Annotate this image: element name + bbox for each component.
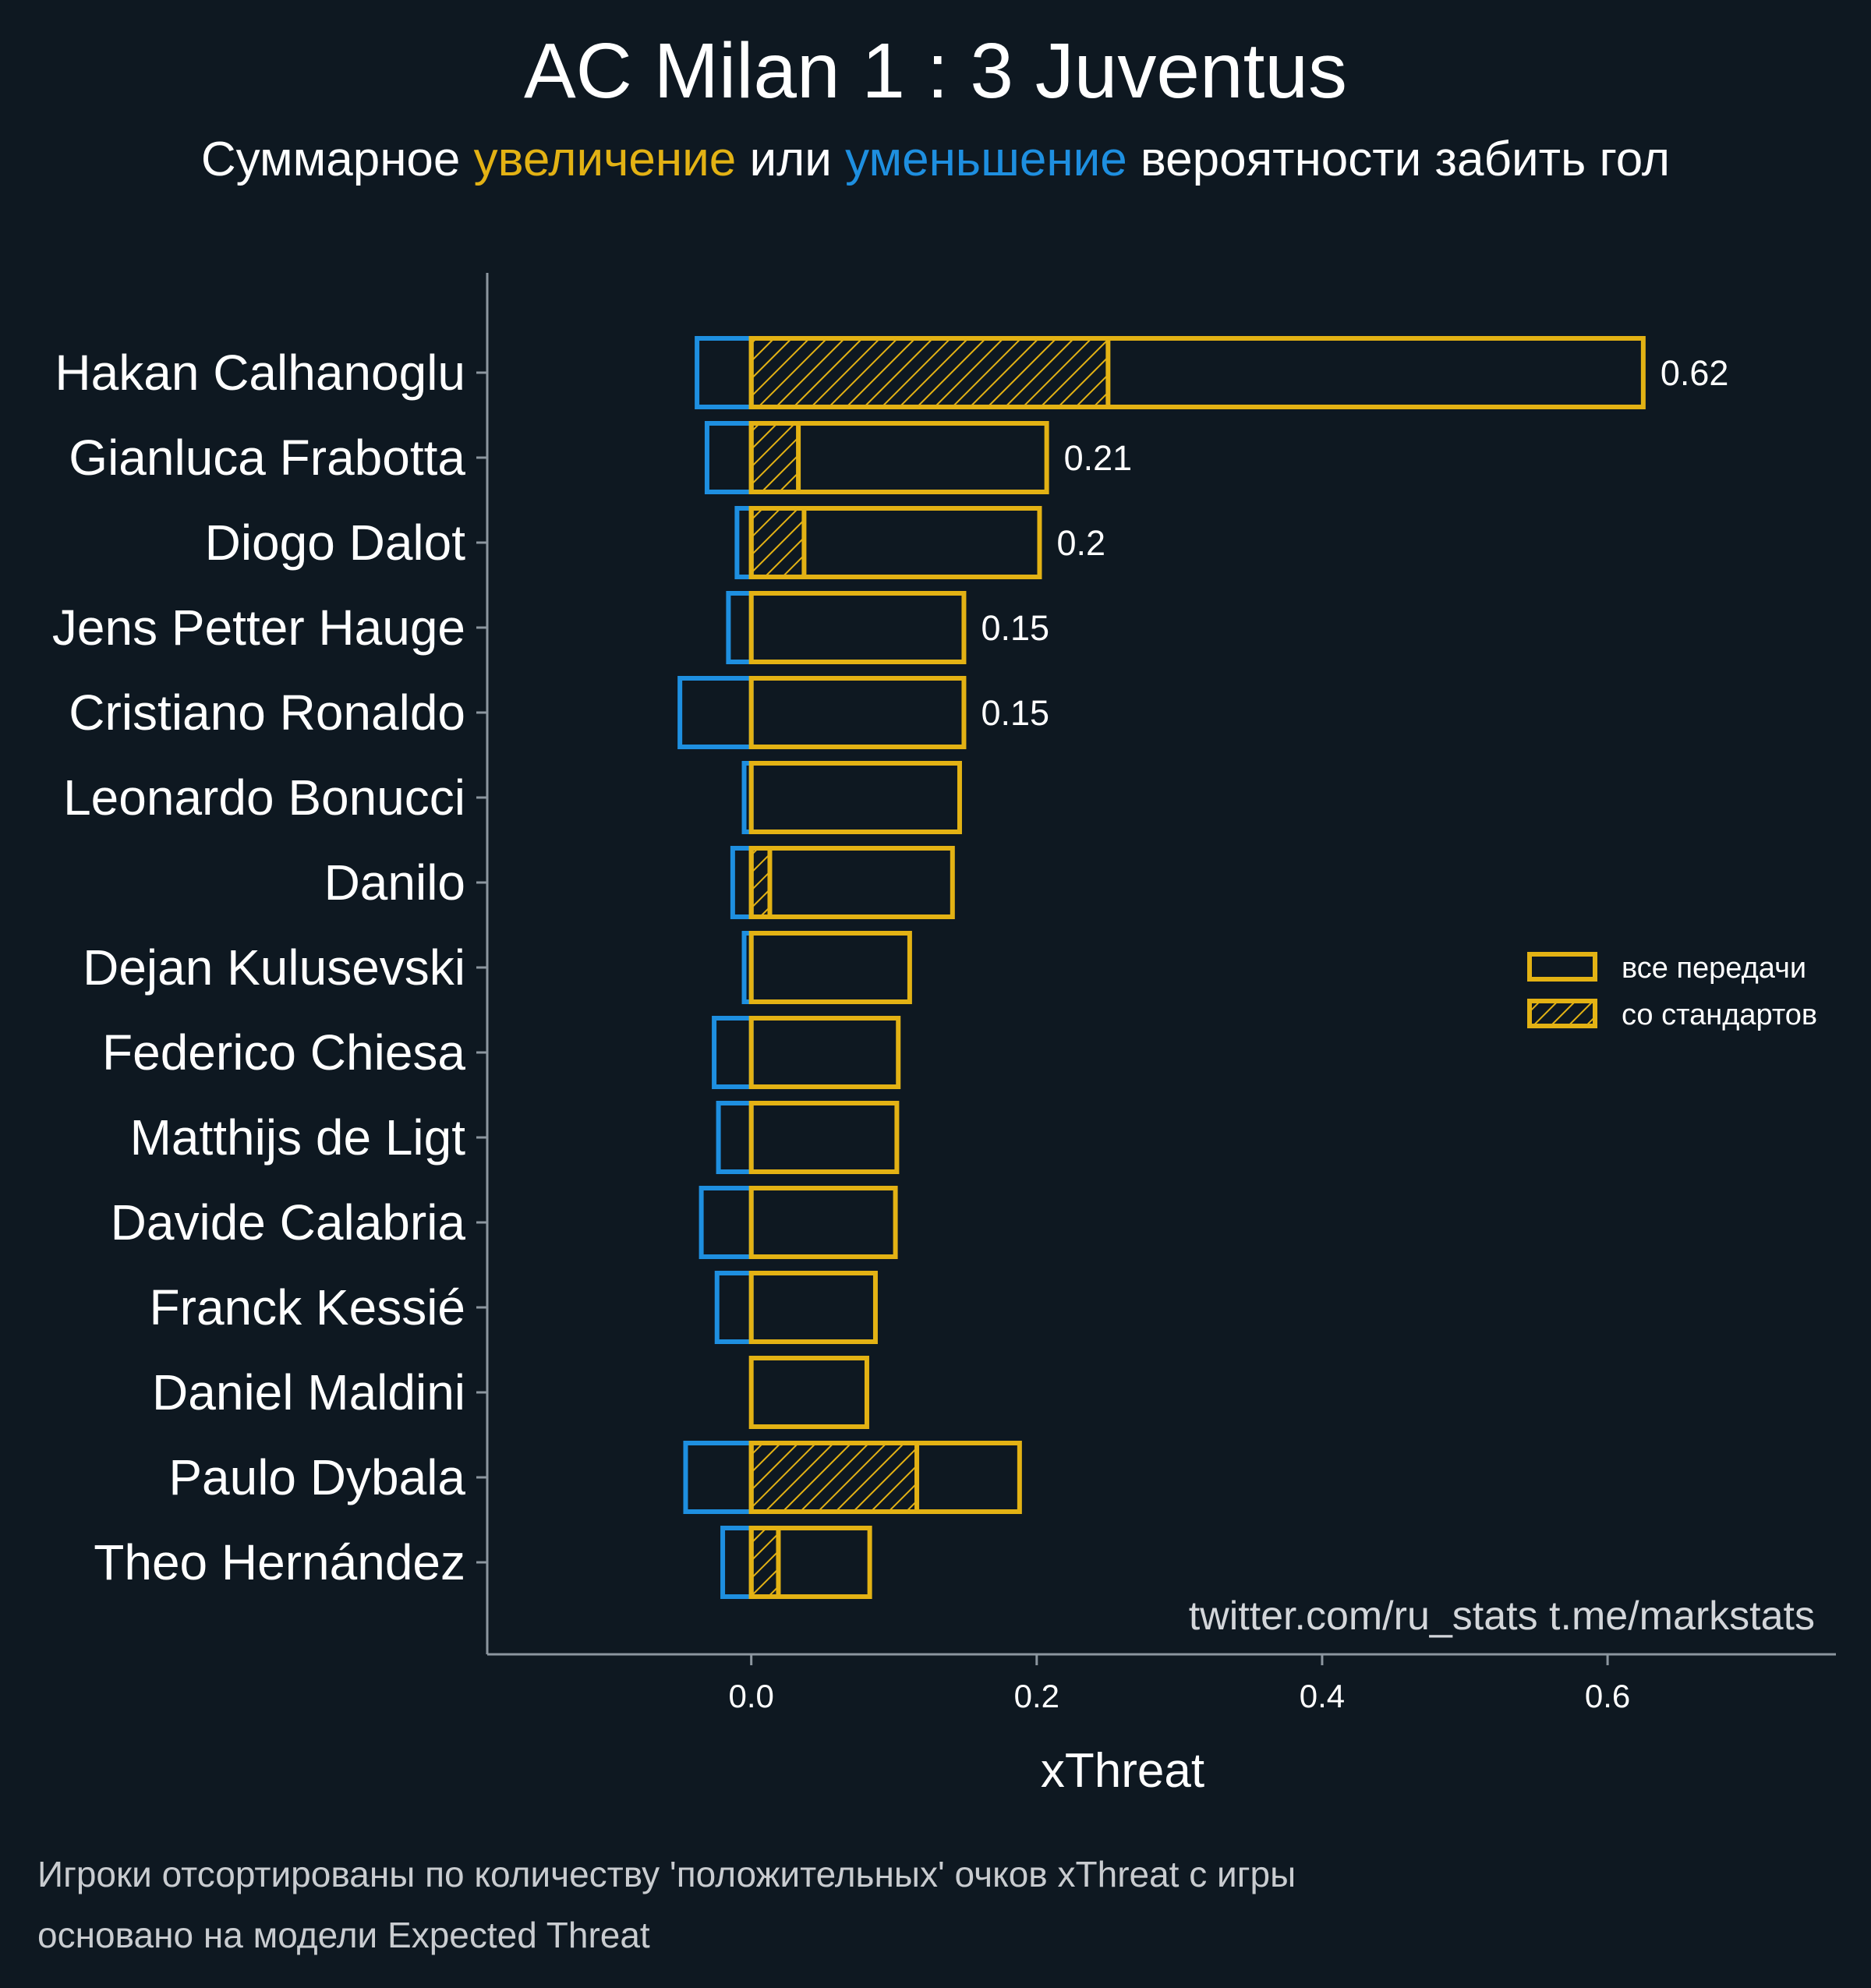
bar-negative xyxy=(683,1441,754,1514)
y-tick-label: Daniel Maldini xyxy=(152,1364,465,1420)
bar-all-passes xyxy=(748,1441,1022,1514)
bar-all-passes xyxy=(748,1356,869,1429)
bar-negative xyxy=(730,846,754,919)
y-tick-label: Federico Chiesa xyxy=(102,1024,465,1081)
bar-all-passes xyxy=(748,1526,872,1599)
bar-set-pieces xyxy=(748,336,1111,409)
bar-set-pieces xyxy=(748,846,773,919)
bar-value-label: 0.62 xyxy=(1661,353,1729,393)
legend: все передачи со стандартов xyxy=(1527,952,1817,1031)
y-tick-label: Hakan Calhanoglu xyxy=(55,345,465,401)
footnote-sorting: Игроки отсортированы по количеству 'поло… xyxy=(37,1854,1296,1894)
y-tick-label: Theo Hernández xyxy=(94,1534,465,1590)
bar-set-pieces xyxy=(748,1441,920,1514)
bar-negative xyxy=(720,1526,754,1599)
bar-all-passes xyxy=(748,676,967,749)
y-tick-label: Diogo Dalot xyxy=(205,515,466,571)
bar-all-passes xyxy=(748,1016,901,1089)
subtitle-negative-word: уменьшение xyxy=(845,133,1127,186)
y-tick-label: Jens Petter Hauge xyxy=(52,600,465,656)
chart-title: AC Milan 1 : 3 Juventus xyxy=(524,27,1347,115)
legend-swatch-all-passes xyxy=(1527,952,1597,982)
bar-value-label: 0.2 xyxy=(1056,523,1105,563)
x-axis-title: xThreat xyxy=(1041,1744,1204,1798)
bar-negative xyxy=(726,591,754,664)
footnote-model: основано на модели Expected Threat xyxy=(37,1915,650,1955)
y-tick-label: Paulo Dybala xyxy=(168,1449,465,1505)
bar-value-label: 0.15 xyxy=(981,693,1049,733)
bar-all-passes xyxy=(748,421,1049,494)
bar-all-passes xyxy=(748,336,1646,409)
bar-negative xyxy=(704,421,754,494)
x-tick-label: 0.6 xyxy=(1585,1678,1630,1714)
bar-negative xyxy=(712,1016,754,1089)
bar-all-passes xyxy=(748,591,967,664)
y-tick-label: Franck Kessié xyxy=(150,1279,465,1335)
plot-area: 0.0 0.2 0.4 0.6 Hakan Calhanoglu 0.62 Gianluca… xyxy=(52,273,1836,1714)
y-tick-label: Gianluca Frabotta xyxy=(69,430,465,486)
watermark: twitter.com/ru_stats t.me/markstats xyxy=(1189,1594,1815,1639)
y-tick-label: Dejan Kulusevski xyxy=(83,939,465,996)
bar-set-pieces xyxy=(748,506,807,579)
bar-all-passes xyxy=(748,761,962,834)
y-tick-label: Davide Calabria xyxy=(111,1194,466,1250)
bar-negative xyxy=(699,1186,754,1259)
bar-all-passes xyxy=(748,931,912,1004)
bar-set-pieces xyxy=(748,421,801,494)
subtitle-prefix: Суммарное xyxy=(201,133,474,186)
bar-value-label: 0.15 xyxy=(981,608,1049,648)
bar-set-pieces xyxy=(748,1526,781,1599)
bar-negative xyxy=(677,676,754,749)
y-tick-label: Cristiano Ronaldo xyxy=(69,684,465,741)
subtitle-middle: или xyxy=(736,133,845,186)
subtitle-positive-word: увеличение xyxy=(474,133,737,186)
bar-all-passes xyxy=(748,846,955,919)
y-tick-label: Leonardo Bonucci xyxy=(63,769,465,826)
chart-subtitle: Суммарное увеличение или уменьшение веро… xyxy=(201,133,1670,186)
x-tick-label: 0.2 xyxy=(1014,1678,1059,1714)
bar-all-passes xyxy=(748,1271,878,1344)
bar-negative xyxy=(716,1101,754,1174)
bar-negative xyxy=(695,336,754,409)
bar-all-passes xyxy=(748,1101,900,1174)
y-tick-label: Danilo xyxy=(324,854,465,911)
legend-swatch-set-pieces xyxy=(1527,999,1597,1028)
legend-label-set-pieces: со стандартов xyxy=(1622,999,1817,1031)
bar-all-passes xyxy=(748,1186,898,1259)
bar-negative xyxy=(714,1271,754,1344)
subtitle-suffix: вероятности забить гол xyxy=(1127,133,1670,186)
x-tick-label: 0.4 xyxy=(1300,1678,1345,1714)
bar-all-passes xyxy=(748,506,1042,579)
legend-label-all-passes: все передачи xyxy=(1622,952,1806,985)
y-tick-label: Matthijs de Ligt xyxy=(130,1109,466,1166)
bar-value-label: 0.21 xyxy=(1064,438,1133,478)
x-tick-label: 0.0 xyxy=(728,1678,773,1714)
